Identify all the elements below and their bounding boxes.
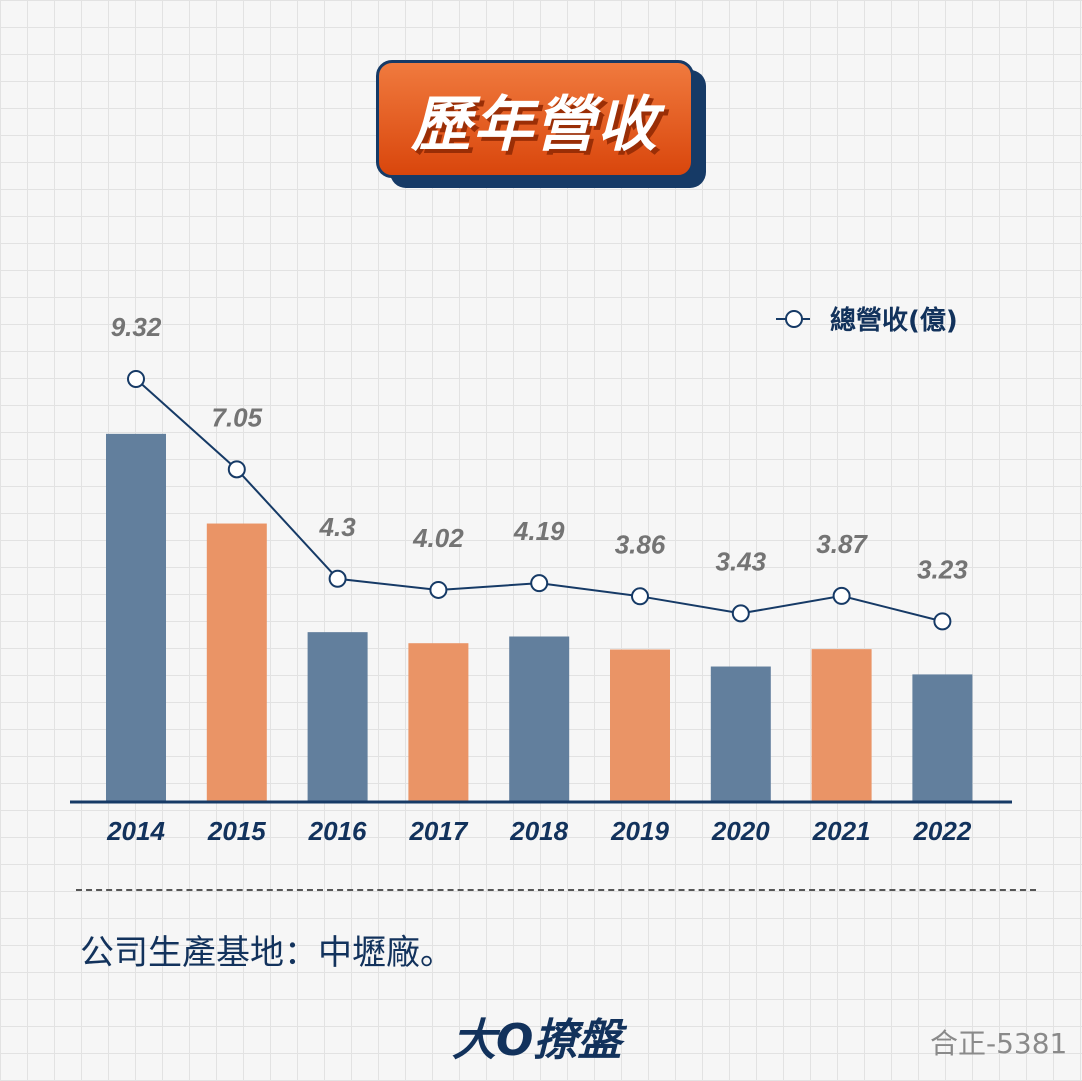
line-point-2014 bbox=[127, 370, 145, 388]
data-label-2020: 3.43 bbox=[715, 546, 766, 576]
x-tick-label-2022: 2022 bbox=[912, 816, 971, 846]
bar-2019 bbox=[610, 649, 670, 802]
data-label-2019: 3.86 bbox=[615, 529, 666, 559]
line-point-2020 bbox=[731, 604, 750, 623]
chart-title: 歷年營收 bbox=[411, 89, 659, 160]
title-badge: 歷年營收 bbox=[376, 60, 706, 188]
revenue-chart: 2014 2015 2016 2017 2018 2019 2020 2021 2022 9.32… bbox=[70, 305, 1012, 846]
line-point-2017 bbox=[429, 580, 448, 599]
bar-2022 bbox=[912, 674, 973, 802]
data-label-2018: 4.19 bbox=[513, 516, 565, 546]
x-tick-label-2021: 2021 bbox=[812, 816, 871, 846]
bar-2020 bbox=[710, 666, 771, 802]
legend-marker bbox=[785, 310, 803, 328]
data-label-2016: 4.3 bbox=[319, 512, 357, 542]
data-label-2021: 3.87 bbox=[816, 529, 868, 559]
data-label-2014: 9.32 bbox=[111, 312, 162, 342]
x-tick-label-2018: 2018 bbox=[509, 816, 568, 846]
production-base-note: 公司生產基地：中壢廠。 bbox=[80, 933, 454, 973]
x-tick-label-2016: 2016 bbox=[308, 816, 367, 846]
legend-label: 總營收(億) bbox=[830, 305, 958, 336]
x-tick-label-2020: 2020 bbox=[711, 816, 770, 846]
data-label-2022: 3.23 bbox=[917, 554, 968, 584]
bar-2018 bbox=[509, 636, 570, 802]
x-tick-label-2017: 2017 bbox=[408, 816, 468, 846]
x-tick-label-2015: 2015 bbox=[207, 816, 266, 846]
line-point-2015 bbox=[227, 460, 246, 479]
bar-2015 bbox=[206, 523, 267, 802]
line-point-2018 bbox=[530, 574, 549, 593]
data-label-2017: 4.02 bbox=[412, 523, 464, 553]
brand-logo: 大O撩盤 bbox=[452, 1015, 622, 1066]
line-point-2022 bbox=[933, 612, 952, 631]
x-tick-label-2019: 2019 bbox=[610, 816, 669, 846]
title-badge-front: 歷年營收 bbox=[376, 60, 694, 178]
x-tick-label-2014: 2014 bbox=[106, 816, 165, 846]
bar-2021 bbox=[811, 649, 872, 802]
line-point-2021 bbox=[832, 586, 851, 605]
bar-2016 bbox=[307, 632, 368, 802]
bar-2014 bbox=[106, 433, 166, 802]
stock-code: 合正-5381 bbox=[930, 1027, 1068, 1060]
line-point-2016 bbox=[328, 569, 347, 588]
data-label-2015: 7.05 bbox=[211, 402, 262, 432]
bar-2017 bbox=[408, 643, 469, 802]
line-point-2019 bbox=[631, 587, 649, 606]
dashed-divider bbox=[76, 889, 1036, 891]
